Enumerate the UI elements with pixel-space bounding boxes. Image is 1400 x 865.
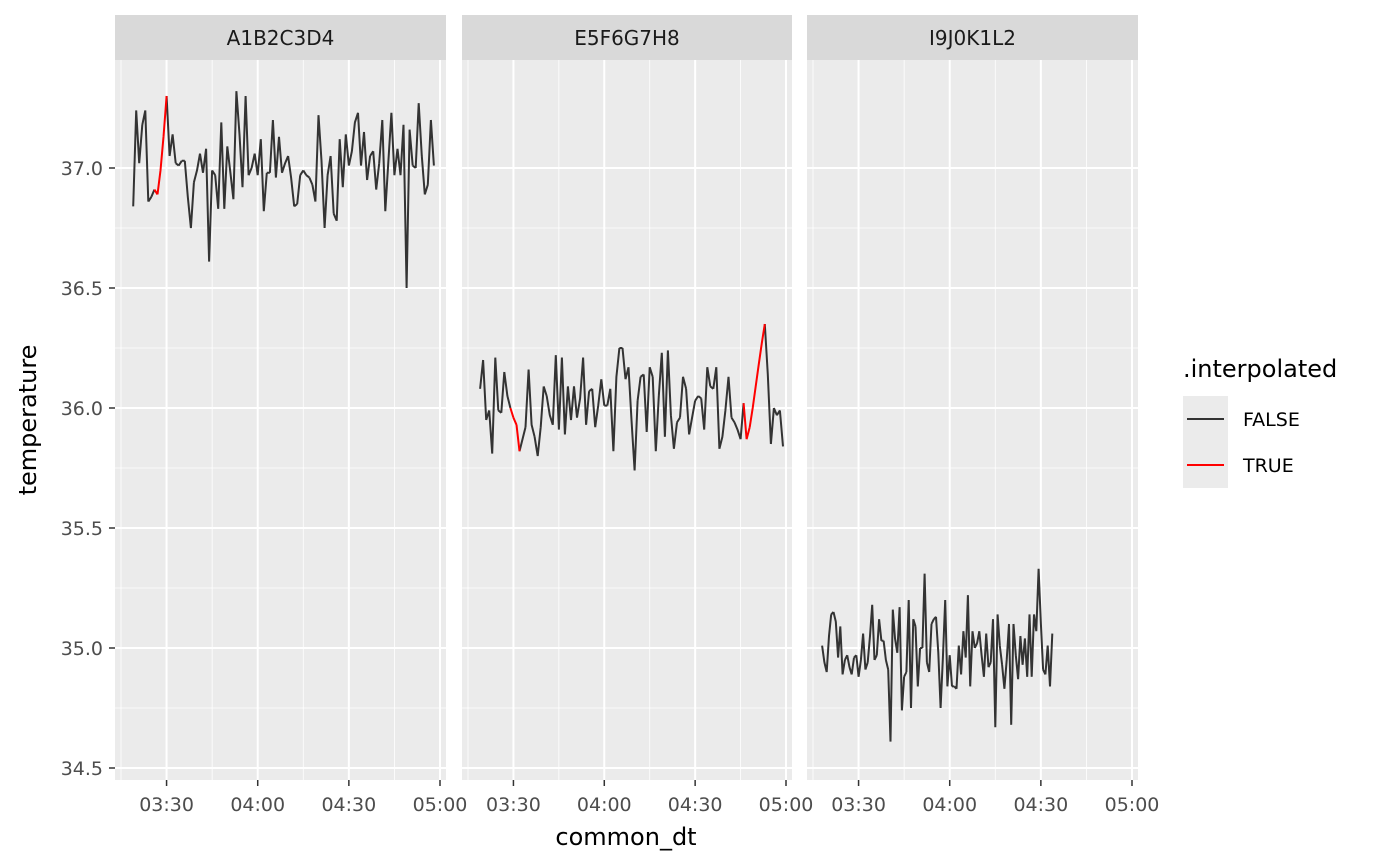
x-tick-label: 05:00 [413, 794, 468, 816]
panels-layer: A1B2C3D4 E5F6G7H8 I9J0K1L2 [115, 15, 1138, 780]
panel-background [462, 60, 792, 780]
x-tick-label: 05:00 [1105, 794, 1160, 816]
facet-strip-label: E5F6G7H8 [574, 26, 680, 50]
x-tick-label: 04:30 [1013, 794, 1068, 816]
x-tick-label: 04:00 [230, 794, 285, 816]
x-tick-label: 04:00 [577, 794, 632, 816]
panel-background [115, 60, 446, 780]
facet-panel-e5f6g7h8: E5F6G7H8 [462, 15, 792, 780]
legend-label: TRUE [1242, 455, 1294, 477]
facet-panel-a1b2c3d4: A1B2C3D4 [115, 15, 446, 780]
y-tick-label: 34.5 [61, 758, 103, 780]
x-tick-label: 05:00 [759, 794, 814, 816]
legend-item-false: FALSE [1183, 396, 1300, 442]
x-tick-label: 03:30 [139, 794, 194, 816]
x-tick-label: 04:30 [321, 794, 376, 816]
series-line-true [153, 95, 168, 195]
y-tick-label: 35.5 [61, 518, 103, 540]
x-tick-label: 03:30 [486, 794, 541, 816]
x-axis-title: common_dt [555, 823, 696, 851]
series-line-false [132, 91, 435, 289]
facet-strip-label: A1B2C3D4 [227, 26, 335, 50]
y-axis: 34.5 35.0 35.5 36.0 36.5 37.0 [61, 158, 115, 780]
legend-item-true: TRUE [1183, 442, 1294, 488]
x-axis: 03:30 04:00 04:30 05:00 03:30 04:00 04:30 05:00… [139, 780, 1159, 816]
legend: .interpolated FALSE TRUE [1183, 355, 1337, 488]
x-tick-label: 04:00 [922, 794, 977, 816]
y-tick-label: 35.0 [61, 638, 103, 660]
legend-label: FALSE [1243, 409, 1300, 431]
facet-panel-i9j0k1l2: I9J0K1L2 [807, 15, 1138, 780]
facet-strip [807, 15, 1138, 60]
facet-strip [462, 15, 792, 60]
y-tick-label: 37.0 [61, 158, 103, 180]
y-tick-label: 36.5 [61, 278, 103, 300]
facet-strip [115, 15, 446, 60]
x-tick-label: 04:30 [668, 794, 723, 816]
y-tick-label: 36.0 [61, 398, 103, 420]
series-line-false [479, 323, 784, 471]
y-axis-title: temperature [14, 345, 42, 496]
x-tick-label: 03:30 [831, 794, 886, 816]
panel-background [807, 60, 1138, 780]
series-line-false [821, 568, 1054, 742]
legend-title: .interpolated [1183, 355, 1337, 383]
facet-strip-label: I9J0K1L2 [929, 26, 1016, 50]
series-line-true [509, 323, 766, 452]
